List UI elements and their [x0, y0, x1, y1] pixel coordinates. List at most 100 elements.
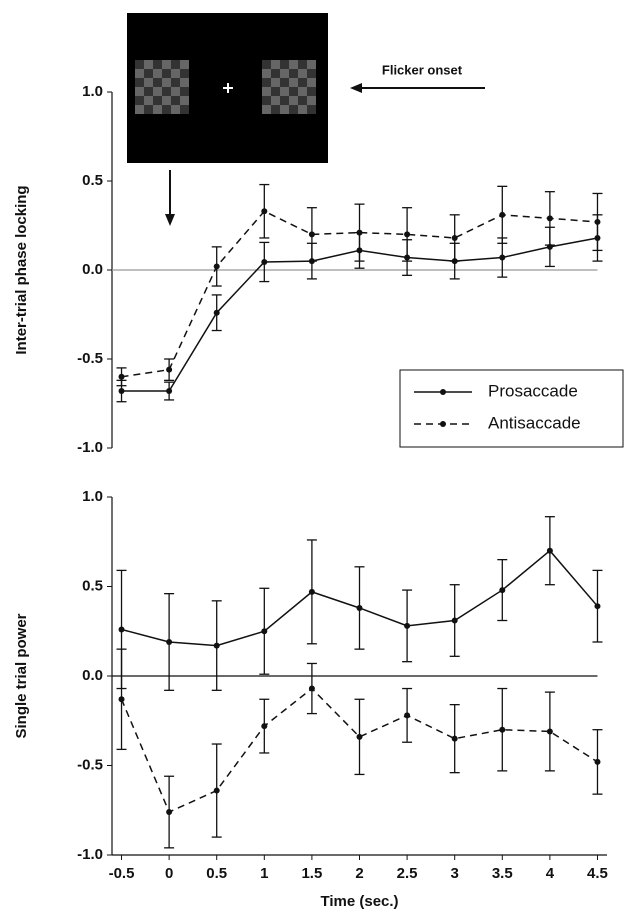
checker-cell — [280, 87, 289, 96]
x-tick-label: 1.5 — [301, 865, 322, 882]
checker-cell — [262, 87, 271, 96]
checker-cell — [180, 69, 189, 78]
y-tick-label: -0.5 — [77, 756, 103, 773]
data-point — [118, 626, 125, 633]
x-tick-label: 1 — [260, 865, 268, 882]
data-point — [499, 211, 506, 218]
data-point — [546, 215, 553, 222]
checker-cell — [153, 87, 162, 96]
data-point — [546, 547, 553, 554]
data-point — [594, 758, 601, 765]
checker-cell — [280, 96, 289, 105]
x-tick-label: 0 — [165, 865, 173, 882]
stimulus-inset: Flicker onset — [127, 13, 485, 226]
legend-label: Antisaccade — [488, 413, 581, 432]
checker-cell — [271, 69, 280, 78]
data-point — [308, 685, 315, 692]
checker-cell — [271, 96, 280, 105]
checker-cell — [289, 96, 298, 105]
checker-cell — [298, 96, 307, 105]
checker-cell — [271, 105, 280, 114]
x-tick-label: 4.5 — [587, 865, 608, 882]
data-point — [499, 726, 506, 733]
x-tick-label: 2 — [355, 865, 363, 882]
data-point — [308, 231, 315, 238]
checker-cell — [307, 69, 316, 78]
y-tick-label: -1.0 — [77, 846, 103, 863]
x-tick-label: 2.5 — [397, 865, 418, 882]
y-tick-label: 0.0 — [82, 261, 103, 278]
data-point — [261, 208, 268, 215]
data-point — [451, 617, 458, 624]
checker-cell — [180, 105, 189, 114]
y-tick-label: 0.0 — [82, 667, 103, 684]
checker-cell — [162, 69, 171, 78]
checker-cell — [135, 69, 144, 78]
checker-cell — [307, 60, 316, 69]
series-line — [121, 210, 598, 378]
y-tick-label: 1.0 — [82, 83, 103, 100]
data-point — [166, 366, 173, 373]
checker-cell — [307, 87, 316, 96]
checker-cell — [171, 87, 180, 96]
checker-cell — [289, 87, 298, 96]
checker-cell — [307, 105, 316, 114]
data-point — [499, 587, 506, 594]
checker-cell — [153, 69, 162, 78]
y-axis-label: Inter-trial phase locking — [13, 185, 30, 354]
data-point — [213, 263, 220, 270]
checker-cell — [162, 105, 171, 114]
checker-cell — [289, 105, 298, 114]
x-tick-label: -0.5 — [109, 865, 135, 882]
checker-cell — [289, 60, 298, 69]
checker-cell — [298, 87, 307, 96]
checker-cell — [171, 105, 180, 114]
arrow-head — [350, 83, 362, 93]
data-point — [451, 234, 458, 241]
x-tick-label: 0.5 — [206, 865, 227, 882]
checker-cell — [298, 105, 307, 114]
series-line — [120, 687, 598, 814]
x-tick-label: 4 — [546, 865, 555, 882]
checker-cell — [271, 78, 280, 87]
data-point — [404, 622, 411, 629]
data-point — [404, 712, 411, 719]
data-point — [213, 787, 220, 794]
data-point — [261, 258, 268, 265]
legend-box — [399, 369, 624, 448]
checker-cell — [180, 60, 189, 69]
checker-cell — [144, 78, 153, 87]
checker-cell — [144, 105, 153, 114]
data-point — [118, 388, 125, 395]
checker-cell — [180, 78, 189, 87]
checker-cell — [298, 78, 307, 87]
annotation: Flicker onset — [382, 62, 463, 77]
x-tick-label: 3 — [451, 865, 459, 882]
checker-cell — [289, 69, 298, 78]
data-point — [261, 723, 268, 730]
checker-cell — [135, 78, 144, 87]
data-point — [308, 588, 315, 595]
checker-cell — [135, 60, 144, 69]
legend-marker — [440, 421, 446, 427]
checker-cell — [262, 60, 271, 69]
checker-cell — [144, 96, 153, 105]
checker-cell — [262, 105, 271, 114]
y-tick-label: -1.0 — [77, 439, 103, 456]
checker-cell — [298, 60, 307, 69]
checker-cell — [135, 96, 144, 105]
checker-cell — [153, 105, 162, 114]
data-point — [118, 373, 125, 380]
x-tick-label: 3.5 — [492, 865, 513, 882]
checker-cell — [280, 78, 289, 87]
data-point — [356, 604, 363, 611]
checker-cell — [144, 69, 153, 78]
checker-cell — [171, 60, 180, 69]
data-point — [261, 628, 268, 635]
checker-cell — [180, 96, 189, 105]
data-point — [213, 642, 220, 649]
checker-cell — [162, 96, 171, 105]
checker-cell — [262, 96, 271, 105]
checker-cell — [180, 87, 189, 96]
